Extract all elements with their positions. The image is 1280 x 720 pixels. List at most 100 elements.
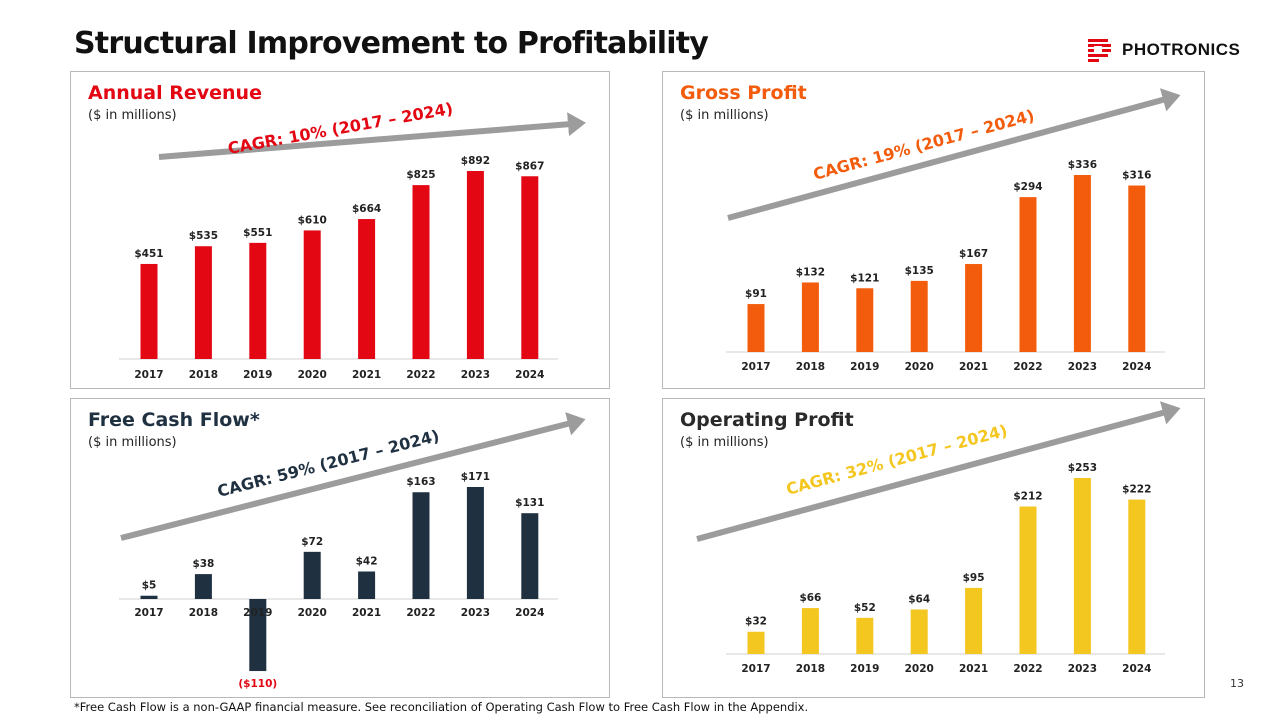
bar-2018 bbox=[801, 282, 819, 352]
operating-profit-chart: CAGR: 32% (2017 – 2024)2017$322018$66201… bbox=[696, 401, 1181, 675]
data-label: $253 bbox=[1068, 462, 1097, 474]
annual-revenue-subtitle: ($ in millions) bbox=[88, 108, 177, 123]
bar-2017 bbox=[140, 263, 158, 359]
x-tick-label: 2017 bbox=[741, 361, 770, 373]
x-tick-label: 2018 bbox=[796, 663, 825, 675]
x-tick-label: 2024 bbox=[1122, 361, 1151, 373]
data-label: $451 bbox=[134, 248, 163, 260]
bar-2024 bbox=[521, 513, 539, 599]
bar-2017 bbox=[747, 631, 765, 654]
x-tick-label: 2022 bbox=[1013, 663, 1042, 675]
bar-2020 bbox=[303, 551, 321, 599]
x-tick-label: 2023 bbox=[461, 369, 490, 381]
company-logo: PHOTRONICS bbox=[1088, 38, 1240, 62]
data-label: $867 bbox=[515, 160, 544, 172]
data-label: $32 bbox=[745, 616, 767, 628]
x-tick-label: 2022 bbox=[1013, 361, 1042, 373]
x-tick-label: 2022 bbox=[406, 369, 435, 381]
bar-2022 bbox=[412, 185, 430, 359]
bar-2017 bbox=[140, 595, 158, 599]
x-tick-label: 2023 bbox=[1068, 663, 1097, 675]
x-tick-label: 2021 bbox=[959, 663, 988, 675]
bar-2018 bbox=[194, 246, 212, 359]
gross-profit-title: Gross Profit bbox=[680, 82, 807, 104]
x-tick-label: 2022 bbox=[406, 607, 435, 619]
slide-title: Structural Improvement to Profitability bbox=[74, 26, 709, 61]
bar-2022 bbox=[1019, 197, 1037, 352]
x-tick-label: 2020 bbox=[298, 369, 327, 381]
x-tick-label: 2018 bbox=[796, 361, 825, 373]
bar-2021 bbox=[965, 587, 983, 654]
data-label: $892 bbox=[461, 155, 490, 167]
x-tick-label: 2019 bbox=[850, 361, 879, 373]
bar-2022 bbox=[1019, 506, 1037, 654]
data-label: $52 bbox=[854, 602, 876, 614]
bar-2021 bbox=[965, 264, 983, 352]
bar-2019 bbox=[856, 288, 874, 352]
bar-2021 bbox=[358, 571, 376, 599]
bar-2017 bbox=[747, 304, 765, 352]
data-label: $38 bbox=[192, 558, 214, 570]
x-tick-label: 2024 bbox=[1122, 663, 1151, 675]
x-tick-label: 2021 bbox=[352, 369, 381, 381]
data-label: $171 bbox=[461, 471, 490, 483]
data-label: $135 bbox=[905, 265, 934, 277]
bar-2020 bbox=[303, 230, 321, 359]
x-tick-label: 2017 bbox=[134, 369, 163, 381]
operating-profit-title: Operating Profit bbox=[680, 409, 854, 431]
bar-2022 bbox=[412, 492, 430, 599]
x-tick-label: 2019 bbox=[243, 369, 272, 381]
data-label: $64 bbox=[908, 593, 930, 605]
data-label: $825 bbox=[406, 169, 435, 181]
free-cash-flow-chart: CAGR: 59% (2017 – 2024)2017$52018$382019… bbox=[119, 412, 586, 690]
trend-arrow-icon bbox=[727, 88, 1181, 221]
photronics-logo-icon bbox=[1088, 39, 1111, 62]
data-label: $664 bbox=[352, 203, 381, 215]
bar-2024 bbox=[521, 176, 539, 359]
logo-text: PHOTRONICS bbox=[1122, 40, 1241, 59]
data-label: $72 bbox=[301, 536, 323, 548]
gross-profit-chart: CAGR: 19% (2017 – 2024)2017$912018$13220… bbox=[726, 88, 1181, 373]
data-label: $294 bbox=[1013, 181, 1042, 193]
data-label: $66 bbox=[799, 592, 821, 604]
trend-arrow-icon bbox=[696, 401, 1181, 542]
data-label: $163 bbox=[406, 476, 435, 488]
bar-2023 bbox=[1073, 478, 1091, 654]
data-label: $5 bbox=[142, 580, 157, 592]
free-cash-flow-panel: CAGR: 59% (2017 – 2024) 2017 $5 2018 $38 2019… bbox=[70, 398, 610, 698]
free-cash-flow-subtitle: ($ in millions) bbox=[88, 435, 177, 450]
trend-arrow-icon bbox=[120, 412, 586, 541]
annual-revenue-chart: CAGR: 10% (2017 – 2024) 2017 $451 2018 $535 2… bbox=[119, 99, 586, 381]
annual-revenue-panel: CAGR: 10% (2017 – 2024) 2017 $451 2018 $535 2… bbox=[70, 71, 610, 389]
bar-2023 bbox=[466, 171, 484, 359]
data-label: ($110) bbox=[238, 678, 277, 690]
x-tick-label: 2020 bbox=[905, 361, 934, 373]
operating-profit-panel: CAGR: 32% (2017 – 2024) 2017 $32 2018 $66 201… bbox=[662, 398, 1205, 698]
gross-profit-subtitle: ($ in millions) bbox=[680, 108, 769, 123]
data-label: $212 bbox=[1013, 491, 1042, 503]
x-tick-label: 2023 bbox=[1068, 361, 1097, 373]
bar-2018 bbox=[801, 608, 819, 654]
x-tick-label: 2021 bbox=[352, 607, 381, 619]
data-label: $42 bbox=[356, 555, 378, 567]
free-cash-flow-title: Free Cash Flow* bbox=[88, 409, 260, 431]
page-number: 13 bbox=[1230, 677, 1244, 690]
x-tick-label: 2019 bbox=[850, 663, 879, 675]
x-tick-label: 2018 bbox=[189, 607, 218, 619]
bar-2018 bbox=[194, 574, 212, 599]
trend-arrow-icon bbox=[158, 112, 586, 160]
bar-2023 bbox=[1073, 175, 1091, 352]
x-tick-label: 2017 bbox=[741, 663, 770, 675]
data-label: $167 bbox=[959, 248, 988, 260]
data-label: $95 bbox=[963, 572, 985, 584]
gross-profit-panel: CAGR: 19% (2017 – 2024) 2017 $91 2018 $132 20… bbox=[662, 71, 1205, 389]
data-label: $551 bbox=[243, 227, 272, 239]
bar-2023 bbox=[466, 487, 484, 599]
x-tick-label: 2020 bbox=[905, 663, 934, 675]
x-tick-label: 2019 bbox=[243, 607, 272, 619]
bar-2024 bbox=[1128, 185, 1146, 352]
operating-profit-subtitle: ($ in millions) bbox=[680, 435, 769, 450]
bar-2019 bbox=[856, 617, 874, 654]
bar-2024 bbox=[1128, 499, 1146, 654]
bar-2021 bbox=[358, 219, 376, 359]
